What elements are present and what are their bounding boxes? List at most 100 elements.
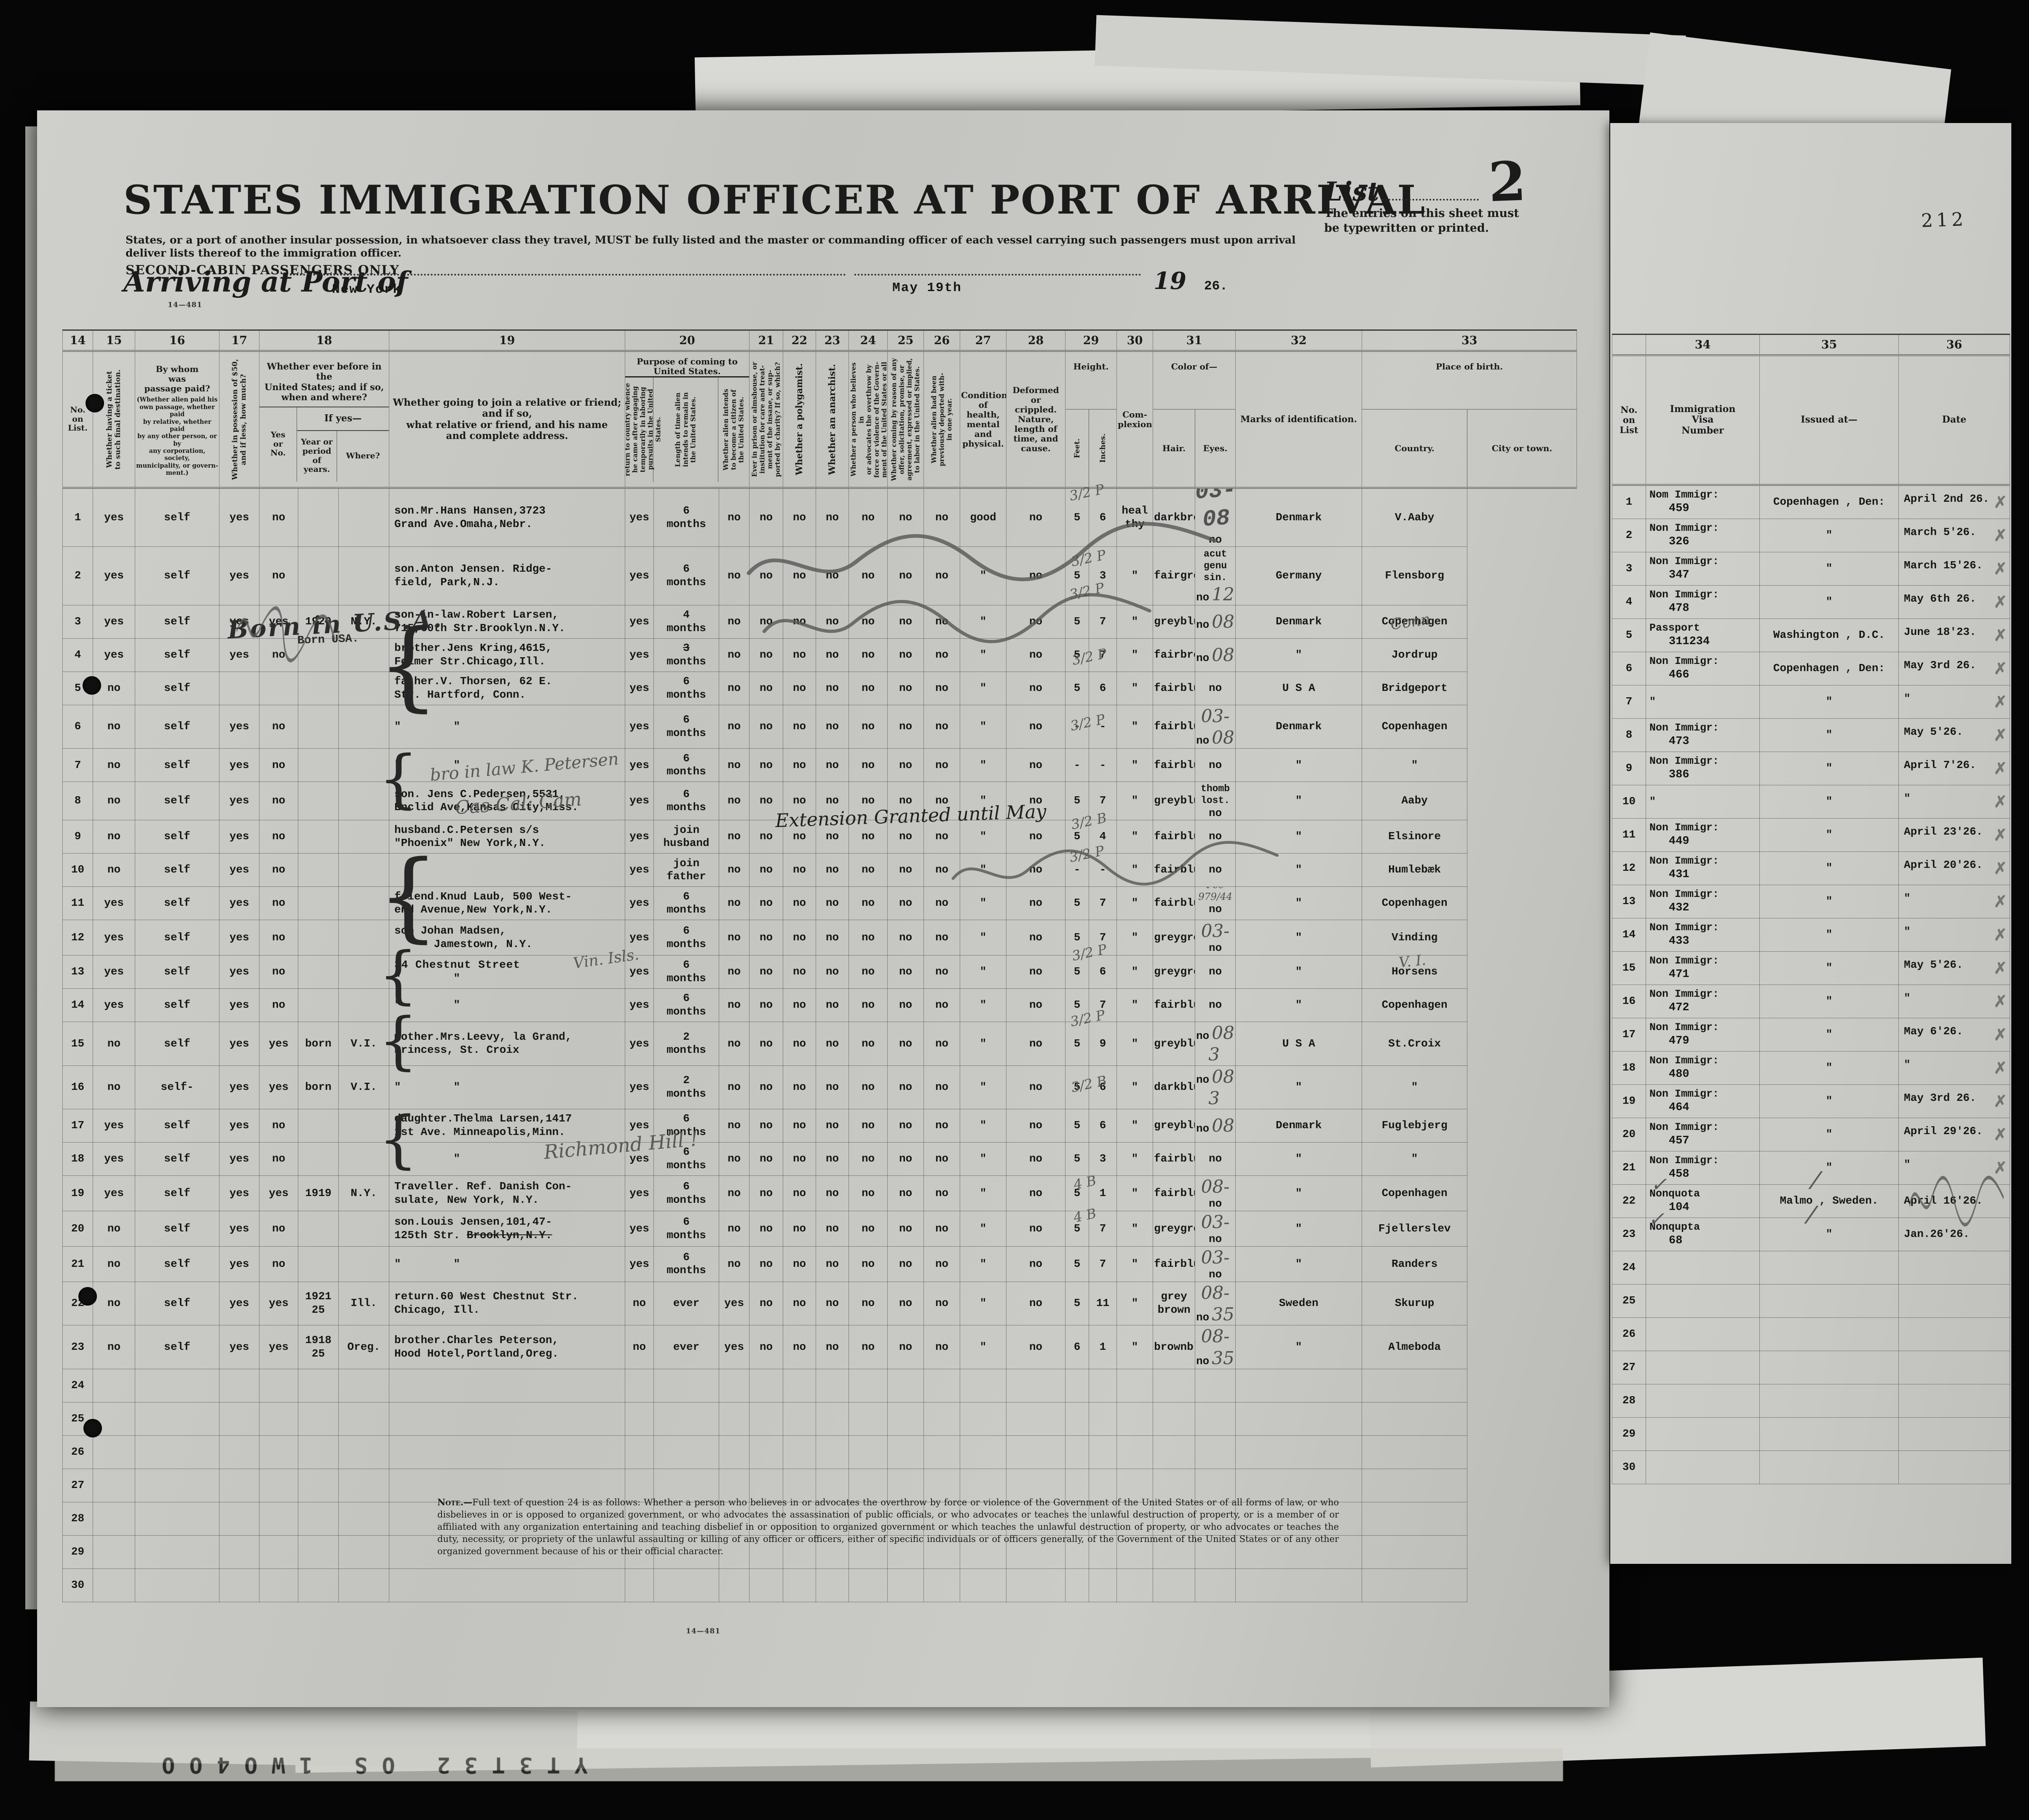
question-25: no: [887, 671, 924, 705]
col-num-20: 20: [625, 329, 750, 352]
deformed-crippled: no: [1006, 886, 1066, 921]
passenger-row: 4 yes self yes no brother.Jens Kring,4615, Fol…: [62, 638, 1577, 672]
hair-eyes-color: [1153, 1368, 1196, 1402]
complexion: ": [1116, 955, 1154, 989]
length-of-time: 6 months: [653, 1109, 720, 1143]
question-22: no: [783, 748, 816, 782]
list-number: 6: [1612, 652, 1646, 685]
visa-row: 11 Non Immigr: 449 " April 23'26. ✗: [1612, 818, 2010, 852]
length-of-time: 6 months: [653, 988, 720, 1022]
list-number: 27: [62, 1468, 93, 1502]
immigration-visa-number: Non Immigr: 431: [1646, 851, 1760, 885]
immigration-visa-number: Non Immigr: 433: [1646, 918, 1760, 952]
passage-paid-by: self: [135, 955, 219, 989]
intends-citizen: no: [719, 820, 750, 854]
before-in-us-where: Oreg.: [338, 1325, 390, 1369]
hair-eyes-color: fairblue: [1153, 671, 1196, 705]
question-25: no: [887, 1142, 924, 1176]
list-number: 17: [1612, 1018, 1646, 1052]
question-22: [783, 1468, 816, 1502]
intends-citizen: no: [719, 1065, 750, 1110]
col-num-36: 36: [1898, 334, 2010, 356]
issued-at: ": [1759, 818, 1899, 852]
intends-citizen: no: [719, 704, 750, 749]
question-25: no: [887, 1109, 924, 1143]
relative-or-friend: friend.Knud Laub, 500 West-end Avenue,Ne…: [389, 886, 626, 921]
hair-eyes-color: fairblue: [1153, 853, 1196, 887]
immigration-visa-number: Non Immigr: 478: [1646, 585, 1760, 619]
question-23: no: [816, 1211, 849, 1247]
immigration-visa-number: [1646, 1284, 1760, 1318]
list-number: 1: [1612, 484, 1646, 519]
possession-of-50: yes: [219, 988, 260, 1022]
question-24: no: [849, 955, 888, 989]
list-number: 23: [1612, 1218, 1646, 1251]
list-number: 25: [1612, 1284, 1646, 1318]
immigration-visa-number: Non Immigr: 347: [1646, 552, 1760, 586]
immigration-visa-number: Non Immigr: 449: [1646, 818, 1760, 852]
visa-date: " ✗: [1898, 985, 2010, 1018]
header-no-on-list: No. on List.: [62, 351, 93, 489]
intends-citizen: [719, 1568, 750, 1602]
intends-return: yes: [625, 1175, 654, 1212]
visa-date: [1898, 1417, 2010, 1451]
question-22: no: [783, 1211, 816, 1247]
list-number: 7: [62, 748, 93, 782]
intends-citizen: yes: [719, 1325, 750, 1369]
height-inches: 1: [1089, 1175, 1117, 1212]
list-number: 10: [62, 853, 93, 887]
question-25: no: [887, 1175, 924, 1212]
intends-citizen: no: [719, 487, 750, 547]
height-inches: 4: [1089, 820, 1117, 854]
complexion: ": [1116, 605, 1154, 639]
question-22: no: [783, 487, 816, 547]
question-25: [887, 1402, 924, 1436]
before-in-us-yesno: yes: [259, 605, 298, 639]
health-condition: ": [960, 704, 1007, 749]
birth-country: ": [1235, 920, 1362, 956]
form-number: 14—481: [168, 301, 203, 309]
length-of-time: 6 months: [653, 1175, 720, 1212]
hair-eyes-color: fairblue: [1153, 1246, 1196, 1282]
relative-or-friend: [389, 1535, 626, 1569]
before-in-us-year: [298, 820, 339, 854]
height-feet: 5: [1065, 605, 1089, 639]
health-condition: ": [960, 638, 1007, 672]
col-num-29: 29: [1065, 329, 1117, 352]
header-visa-number: Immigration Visa Number: [1646, 355, 1760, 486]
passenger-row: 10 no self yes no yes join father no no no no no no no…: [62, 853, 1577, 887]
complexion: [1116, 1368, 1154, 1402]
deformed-crippled: no: [1006, 638, 1066, 672]
marks-of-identification: 03-no: [1195, 1211, 1236, 1247]
health-condition: ": [960, 955, 1007, 989]
question-22: no: [783, 1065, 816, 1110]
hair-eyes-color: [1153, 1435, 1196, 1469]
length-of-time: join husband: [653, 820, 720, 854]
relative-or-friend: brother.Jens Kring,4615, Folmer Str.Chica…: [389, 638, 626, 672]
length-of-time: 4 months: [653, 605, 720, 639]
passage-paid-by: [135, 1368, 219, 1402]
possession-of-50: [219, 1368, 260, 1402]
question-25: no: [887, 605, 924, 639]
list-number: 9: [1612, 752, 1646, 785]
issued-at: [1759, 1417, 1899, 1451]
visa-date: " ✗: [1898, 785, 2010, 819]
immigration-visa-number: Non Immigr: 464: [1646, 1084, 1760, 1118]
question-23: no: [816, 704, 849, 749]
port-underline: [290, 274, 846, 276]
question-26: [923, 1435, 961, 1469]
visa-row: 8 Non Immigr: 473 " May 5'26. ✗: [1612, 718, 2010, 752]
header-no-on-list-right: No. on List: [1612, 355, 1646, 486]
visa-row: 15 Non Immigr: 471 " May 5'26. ✗: [1612, 951, 2010, 985]
height-inches: 7: [1089, 920, 1117, 956]
height-inches: 6: [1089, 671, 1117, 705]
column-header-row: No. on List. Whether having a ticket to …: [62, 351, 1577, 489]
before-in-us-where: N.Y.: [338, 1175, 390, 1212]
passenger-row: 28: [62, 1502, 1577, 1536]
list-number: 29: [1612, 1417, 1646, 1451]
hair-eyes-color: [1153, 1468, 1196, 1502]
before-in-us-yesno: no: [259, 546, 298, 605]
before-in-us-yesno: no: [259, 955, 298, 989]
before-in-us-year: born: [298, 1022, 339, 1066]
